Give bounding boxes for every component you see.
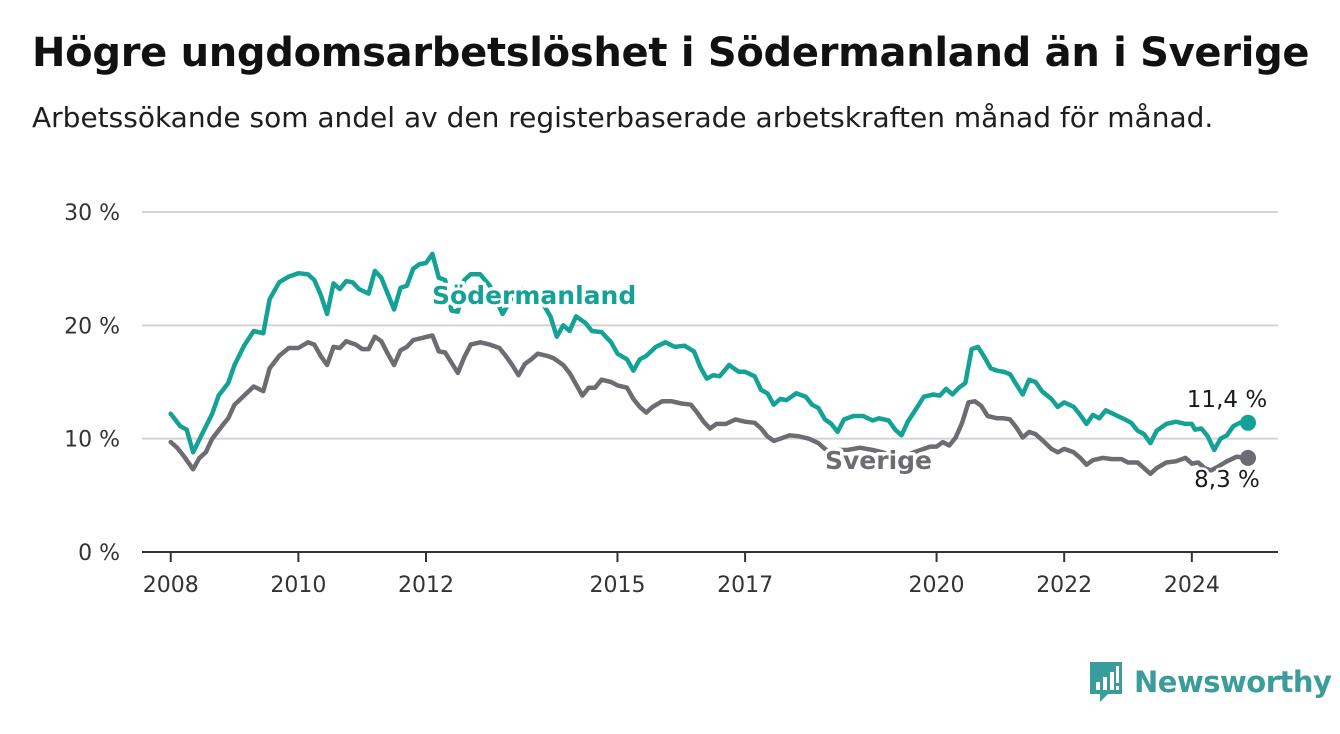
series-line-sodermanland: [168, 251, 1251, 455]
x-tick-label: 2022: [1036, 573, 1092, 598]
chart-subtitle: Arbetssökande som andel av den registerb…: [32, 101, 1214, 134]
x-tick-label: 2010: [270, 573, 326, 598]
x-tick-label: 2008: [143, 573, 199, 598]
x-tick-label: 2024: [1164, 573, 1220, 598]
end-point-sverige: [1240, 449, 1257, 466]
x-axis: 2008 2010 2012 2015 2017 2020 2022 2024: [142, 551, 1278, 598]
x-tick-label: 2012: [398, 573, 454, 598]
series-labels: Södermanland Sverige 11,4 % 8,3 %: [429, 278, 1270, 496]
y-axis: 0 % 10 % 20 % 30 %: [64, 201, 120, 566]
series-label-sverige: Sverige: [825, 446, 932, 475]
brand-name: Newsworthy: [1134, 665, 1332, 699]
x-tick-label: 2015: [589, 573, 645, 598]
y-tick-label: 30 %: [64, 201, 120, 226]
series-line-sverige: [168, 333, 1251, 477]
newsworthy-logo-icon: [1090, 662, 1122, 702]
chart-title: Högre ungdomsarbetslöshet i Södermanland…: [32, 30, 1310, 76]
series-label-sodermanland: Södermanland: [432, 281, 636, 310]
end-label-sverige: 8,3 %: [1194, 467, 1260, 493]
gridlines: [142, 211, 1278, 440]
y-tick-label: 0 %: [78, 541, 120, 566]
end-point-sodermanland: [1240, 414, 1257, 431]
y-tick-label: 20 %: [64, 314, 120, 339]
end-label-sodermanland: 11,4 %: [1187, 387, 1267, 413]
x-tick-label: 2020: [909, 573, 965, 598]
y-tick-label: 10 %: [64, 428, 120, 453]
x-tick-label: 2017: [717, 573, 773, 598]
newsworthy-brand: Newsworthy: [1088, 660, 1332, 704]
series-lines: [168, 251, 1257, 477]
